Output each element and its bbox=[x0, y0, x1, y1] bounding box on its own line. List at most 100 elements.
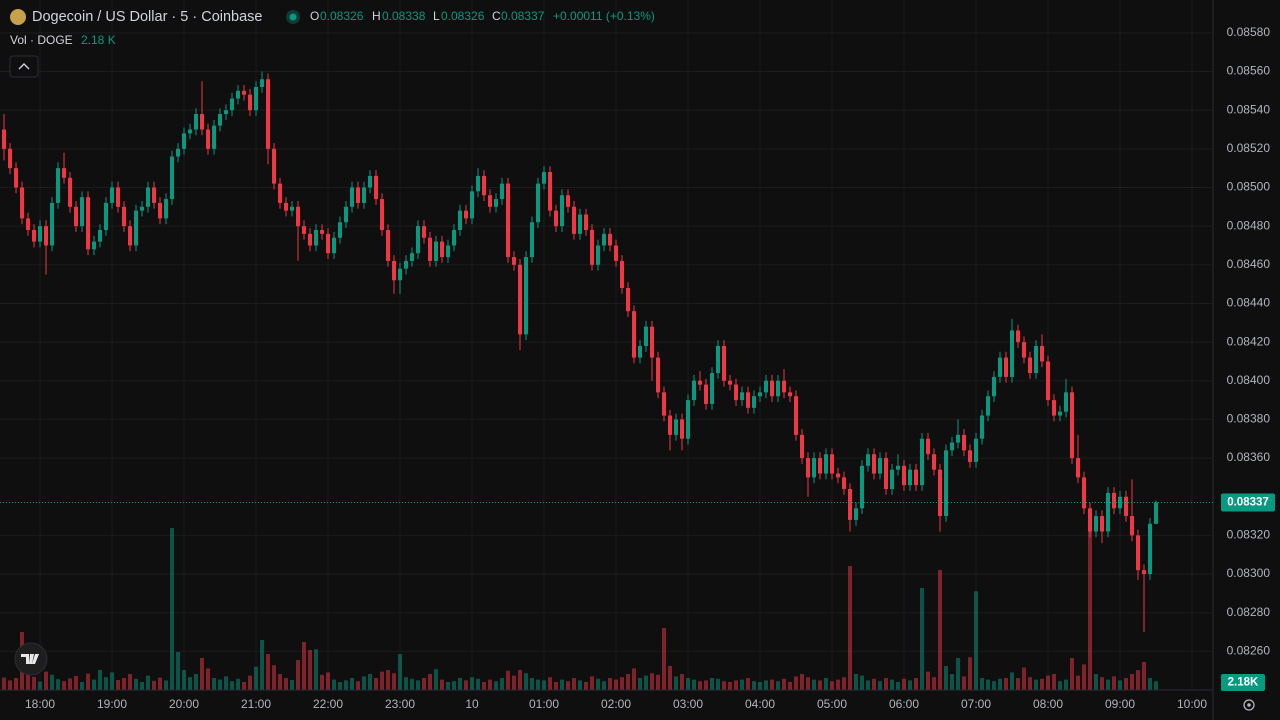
candle-body bbox=[1022, 342, 1027, 358]
volume-bar bbox=[1082, 664, 1087, 690]
volume-bar bbox=[1070, 658, 1075, 690]
volume-bar bbox=[176, 652, 181, 690]
candle-body bbox=[56, 168, 61, 203]
candle-body bbox=[290, 206, 295, 211]
x-tick-label: 05:00 bbox=[817, 697, 847, 711]
volume-bar bbox=[2, 677, 7, 690]
close-value: 0.08337 bbox=[501, 9, 545, 23]
volume-bar bbox=[776, 681, 781, 690]
x-tick-label: 21:00 bbox=[241, 697, 271, 711]
candle-body bbox=[1106, 492, 1111, 532]
volume-bar bbox=[518, 670, 523, 690]
candle-body bbox=[470, 191, 475, 219]
volume-bar bbox=[626, 674, 631, 690]
candle-body bbox=[362, 187, 367, 203]
volume-bar bbox=[92, 679, 97, 690]
candle-body bbox=[434, 241, 439, 261]
settings-button[interactable] bbox=[1243, 699, 1255, 711]
candle-body bbox=[1034, 345, 1039, 374]
candle-body bbox=[950, 442, 955, 451]
volume-bar bbox=[1118, 680, 1123, 690]
volume-bar bbox=[674, 676, 679, 690]
volume-bar bbox=[14, 678, 19, 690]
candle-body bbox=[692, 380, 697, 401]
volume-bar bbox=[356, 681, 361, 690]
tv-logo-mark[interactable] bbox=[21, 654, 39, 664]
volume-bar bbox=[350, 678, 355, 690]
volume-bar bbox=[380, 671, 385, 690]
volume-bar bbox=[50, 674, 55, 690]
candle-body bbox=[1088, 508, 1093, 532]
volume-bar bbox=[488, 679, 493, 690]
collapse-button[interactable] bbox=[9, 55, 39, 78]
volume-bar bbox=[698, 681, 703, 690]
candle-body bbox=[578, 214, 583, 234]
volume-bar bbox=[932, 677, 937, 690]
volume-bar bbox=[662, 628, 667, 690]
candle-body bbox=[104, 202, 109, 230]
volume-bar bbox=[578, 680, 583, 690]
candle-body bbox=[374, 175, 379, 200]
x-tick-label: 19:00 bbox=[97, 697, 127, 711]
volume-bar bbox=[1148, 678, 1153, 690]
volume-bar bbox=[620, 677, 625, 690]
volume-bar bbox=[1142, 662, 1147, 690]
volume-bar bbox=[608, 678, 613, 690]
tv-logo[interactable] bbox=[14, 642, 48, 676]
candle-body bbox=[188, 129, 193, 134]
volume-bar bbox=[1064, 679, 1069, 690]
collapse-box[interactable] bbox=[9, 55, 39, 78]
candle-body bbox=[1058, 411, 1063, 416]
candle-body bbox=[908, 469, 913, 486]
volume-bar bbox=[902, 678, 907, 690]
volume-bar bbox=[968, 657, 973, 690]
volume-bar bbox=[482, 682, 487, 690]
settings-gear[interactable] bbox=[1243, 699, 1255, 711]
volume-bar bbox=[704, 680, 709, 690]
candle-body bbox=[722, 345, 727, 381]
candle-body bbox=[542, 172, 547, 184]
candle-body bbox=[800, 434, 805, 459]
candle-body bbox=[974, 438, 979, 462]
candle-body bbox=[218, 114, 223, 126]
candle-body bbox=[938, 469, 943, 517]
volume-bar bbox=[164, 680, 169, 690]
candle-body bbox=[302, 226, 307, 234]
volume-bar bbox=[1034, 679, 1039, 690]
candle-body bbox=[1046, 361, 1051, 401]
open-label: O bbox=[310, 9, 319, 23]
volume-bar bbox=[212, 678, 217, 690]
volume-bar bbox=[512, 675, 517, 690]
candle-body bbox=[878, 458, 883, 474]
volume-bar bbox=[872, 678, 877, 690]
candle-body bbox=[782, 380, 787, 393]
change: +0.00011 (+0.13%) bbox=[553, 9, 655, 23]
candle-body bbox=[836, 473, 841, 478]
volume-bar bbox=[542, 680, 547, 690]
volume-bar bbox=[218, 679, 223, 690]
settings-center[interactable] bbox=[1247, 703, 1251, 707]
volume-bar bbox=[986, 679, 991, 690]
candle-body bbox=[14, 168, 19, 188]
candle-body bbox=[1028, 357, 1033, 374]
y-tick-label: 0.08520 bbox=[1227, 141, 1271, 155]
volume-bar bbox=[956, 658, 961, 690]
candle-body bbox=[122, 206, 127, 227]
candle-body bbox=[1100, 516, 1105, 532]
collapse-arrow[interactable] bbox=[18, 63, 30, 70]
candle-body bbox=[650, 326, 655, 358]
volume-bar bbox=[224, 676, 229, 690]
candle-body bbox=[572, 206, 577, 234]
candle-body bbox=[554, 210, 559, 227]
candle-body bbox=[818, 458, 823, 474]
candle-body bbox=[632, 311, 637, 358]
candle-body bbox=[332, 237, 337, 254]
candle-body bbox=[620, 260, 625, 288]
volume-bar bbox=[884, 678, 889, 690]
candle-body bbox=[524, 257, 529, 335]
candle-body bbox=[398, 268, 403, 281]
volume-bar bbox=[284, 678, 289, 690]
volume-bar bbox=[1016, 678, 1021, 690]
open-value: 0.08326 bbox=[320, 9, 364, 23]
